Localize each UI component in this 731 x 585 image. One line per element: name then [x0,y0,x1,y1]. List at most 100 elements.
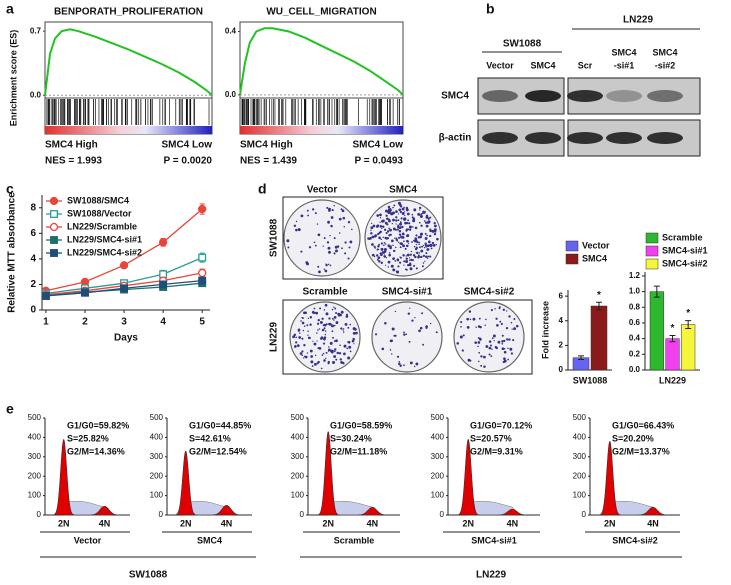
colony [325,263,328,267]
plate-label: SMC4-si#2 [464,287,515,298]
colony [347,257,350,260]
colony [477,341,481,344]
colony [385,231,388,235]
plate-row-label: SW1088 [269,218,280,257]
colony [297,329,300,332]
colony [456,342,460,345]
colony [417,213,420,215]
colony [400,217,403,220]
plate [283,199,361,277]
colony [466,317,469,321]
colony [300,320,302,322]
phase-annotation: S=25.82% [67,433,109,443]
colony [380,247,384,251]
colony [334,245,338,249]
y-tick-label: 0.7 [30,26,42,35]
colony [406,253,410,257]
x-tick-label: 2N [58,518,70,528]
colony [382,236,384,239]
colony [338,217,342,221]
colony [416,251,419,255]
y-tick-label: 400 [573,433,587,442]
colony [397,201,401,205]
colony [399,210,402,214]
x-tick-label: 4N [221,518,233,528]
legend-label: LN229/SMC4-si#2 [67,247,142,257]
colony [317,233,321,237]
colony [426,248,430,251]
colony [312,208,315,211]
y-tick-label: 300 [431,452,445,461]
legend-swatch [565,240,579,252]
lane-label: SMC4 [611,47,636,57]
colony [388,227,390,230]
colony [412,226,414,228]
colony [335,321,339,325]
colony [492,334,496,338]
colony [391,222,394,225]
colony [376,258,379,261]
colony [426,257,429,259]
colony [331,330,334,333]
colony [406,234,410,237]
colony [400,256,402,259]
colony [408,243,410,245]
colony [397,236,401,239]
colony [328,317,331,320]
y-tick-label: 0.2 [629,349,641,358]
colony [404,214,406,217]
y-tick-label: 0.4 [225,27,237,36]
colony [316,322,320,325]
y-tick-label: 100 [150,491,164,500]
colony [302,329,305,332]
colony [310,355,313,358]
legend-label: Vector [582,240,610,250]
band [482,90,518,102]
phase-annotation: G2/M=14.36% [67,446,125,456]
colony [426,234,428,237]
colony [403,331,405,334]
y-tick-label: 0 [37,510,42,519]
colony [479,325,482,329]
colony [483,355,486,359]
colony [313,307,316,310]
y-tick-label: 4 [30,254,36,265]
y-tick-label: 0 [440,510,445,519]
colony [304,311,307,315]
colony [494,308,496,310]
colony [478,360,480,363]
colony [484,324,486,326]
y-tick-label: 0 [30,305,36,316]
colony [387,260,391,264]
colony [317,329,319,331]
colony [312,310,315,313]
colony [501,334,504,337]
colony [368,237,371,240]
colony [436,237,439,241]
colony [384,209,388,213]
data-point [41,291,50,300]
legend-label: SMC4 [582,253,607,263]
colony [348,345,352,349]
colony [409,361,413,365]
band [647,132,683,144]
colony [388,219,391,223]
colony [413,264,416,267]
colony [392,268,396,272]
y-tick-label: 0 [300,510,305,519]
significance: * [671,323,675,334]
y-tick-label: 400 [28,433,42,442]
y-tick-label: 1.0 [629,287,641,296]
colony [466,325,470,329]
colony [348,246,351,249]
colony [413,208,417,212]
y-tick-label: 100 [291,491,305,500]
colony [329,264,332,267]
x-axis-title: Days [114,333,138,344]
colony [423,220,426,222]
colony [429,255,432,258]
colony [313,362,317,366]
colony [480,364,483,367]
annotation: P = 0.0020 [164,156,213,167]
group-label: SW1088 [129,570,168,581]
